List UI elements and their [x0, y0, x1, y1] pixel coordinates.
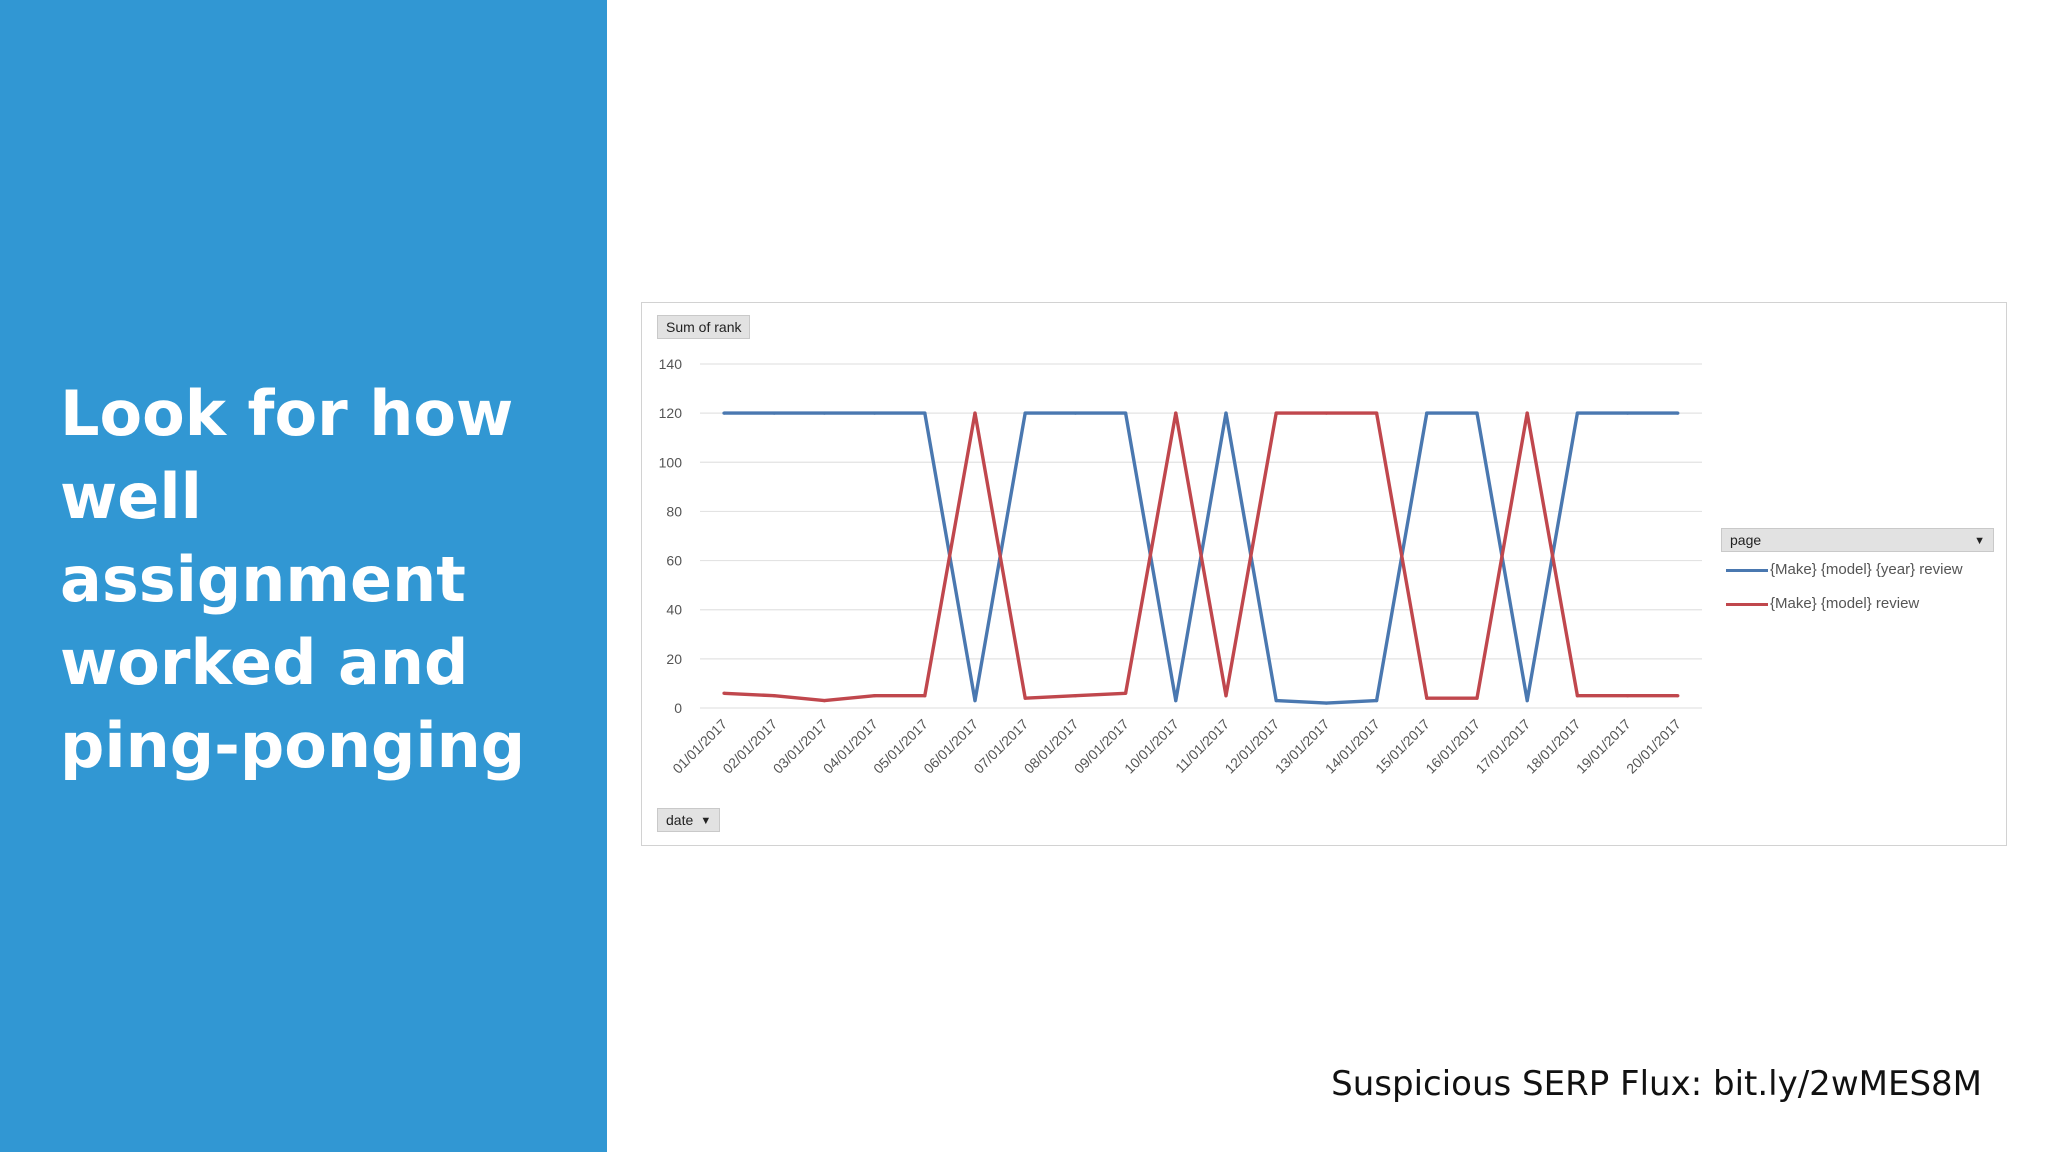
measure-label: Sum of rank — [666, 319, 742, 335]
title-panel: Look for how well assignment worked and … — [0, 0, 607, 1152]
data-point — [722, 411, 726, 415]
data-point — [1023, 696, 1027, 700]
y-tick-label: 140 — [659, 356, 683, 372]
slide-heading: Look for how well assignment worked and … — [60, 377, 526, 782]
data-point — [973, 411, 977, 415]
data-point — [1676, 694, 1680, 698]
data-point — [1375, 411, 1379, 415]
x-tick-label: 20/01/2017 — [1623, 716, 1684, 777]
data-point — [1575, 694, 1579, 698]
data-point — [1475, 411, 1479, 415]
data-point — [1375, 699, 1379, 703]
legend-label: {Make} {model} {year} review — [1770, 561, 1963, 578]
line-chart: 02040608010012014001/01/201702/01/201703… — [659, 356, 1702, 777]
data-point — [923, 411, 927, 415]
data-point — [772, 411, 776, 415]
data-point — [1073, 694, 1077, 698]
data-point — [1174, 699, 1178, 703]
y-tick-label: 60 — [666, 553, 682, 569]
data-point — [1425, 411, 1429, 415]
data-point — [1023, 411, 1027, 415]
data-point — [1324, 701, 1328, 705]
date-filter-label: date — [666, 812, 694, 828]
data-point — [1073, 411, 1077, 415]
data-point — [1124, 411, 1128, 415]
series-line-1 — [723, 411, 1678, 703]
y-tick-label: 100 — [659, 454, 683, 470]
data-point — [772, 694, 776, 698]
data-point — [1224, 694, 1228, 698]
data-point — [822, 411, 826, 415]
legend-item-year-review: {Make} {model} {year} review — [1726, 561, 1963, 578]
data-point — [873, 411, 877, 415]
chevron-down-icon: ▼ — [700, 815, 712, 827]
data-point — [1224, 411, 1228, 415]
y-tick-label: 120 — [659, 405, 683, 421]
y-tick-label: 40 — [666, 602, 682, 618]
y-tick-label: 0 — [674, 700, 682, 716]
data-point — [873, 694, 877, 698]
sum-of-rank-field-button[interactable]: Sum of rank — [657, 315, 751, 339]
legend-label: {Make} {model} review — [1770, 595, 1920, 612]
data-point — [1324, 411, 1328, 415]
data-point — [973, 699, 977, 703]
data-point — [822, 699, 826, 703]
data-point — [1525, 699, 1529, 703]
y-tick-label: 80 — [666, 503, 682, 519]
data-point — [1274, 411, 1278, 415]
legend-swatch-red — [1726, 602, 1768, 606]
data-point — [1124, 691, 1128, 695]
y-tick-label: 20 — [666, 651, 682, 667]
data-point — [1626, 411, 1630, 415]
x-tick-label: 10/01/2017 — [1121, 716, 1182, 777]
date-filter-button[interactable]: date ▼ — [657, 808, 721, 832]
source-caption: Suspicious SERP Flux: bit.ly/2wMES8M — [1331, 1064, 1982, 1104]
legend-swatch-blue — [1726, 568, 1768, 572]
data-point — [1475, 696, 1479, 700]
data-point — [1174, 411, 1178, 415]
data-point — [1575, 411, 1579, 415]
data-point — [1274, 699, 1278, 703]
legend-item-review: {Make} {model} review — [1726, 595, 1919, 612]
data-point — [1626, 694, 1630, 698]
data-point — [1425, 696, 1429, 700]
page-filter-button[interactable]: page ▼ — [1721, 528, 1994, 552]
page-filter-label: page — [1730, 532, 1762, 548]
data-point — [923, 694, 927, 698]
chevron-down-icon: ▼ — [1974, 535, 1985, 547]
data-point — [1525, 411, 1529, 415]
data-point — [1676, 411, 1680, 415]
data-point — [722, 691, 726, 695]
chart-frame: 0 20 40 60 80 100 120 140 01/01/2017 02/01/2017 03… — [641, 302, 2007, 846]
